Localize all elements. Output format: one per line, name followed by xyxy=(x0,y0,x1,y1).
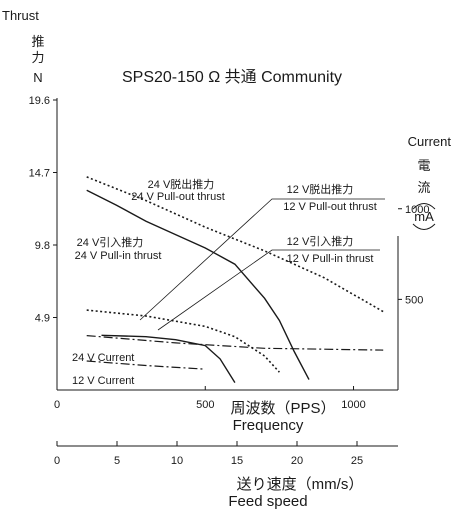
annotation-12v-pull-out-en: 12 V Pull-out thrust xyxy=(283,201,377,213)
current-axis-label-jp2: 流 xyxy=(417,180,430,195)
frequency-tick-label: 1000 xyxy=(341,399,365,411)
current-axis-label-unit: mA xyxy=(414,209,434,224)
annotation-24v-current: 24 V Current xyxy=(72,352,134,364)
current-tick-label: 1000 xyxy=(405,204,429,216)
annotation-12v-pull-out-jp: 12 V脱出推力 xyxy=(287,182,354,196)
thrust-tick-label: 14.7 xyxy=(29,168,50,180)
leader-12v-pull-out xyxy=(139,198,385,321)
feed-speed-tick-label: 15 xyxy=(231,455,243,467)
frequency-tick-label: 0 xyxy=(54,399,60,411)
current-unit-arc-bottom xyxy=(412,223,436,230)
chart-title: SPS20-150 Ω 共通 Community xyxy=(122,68,342,86)
leader-12v-pull-in xyxy=(157,249,380,331)
feed-speed-tick-label: 25 xyxy=(351,455,363,467)
series-12-v-pull-out-thrust xyxy=(86,309,280,373)
feed-speed-tick-label: 0 xyxy=(54,455,60,467)
frequency-axis-label-jp: 周波数（PPS） xyxy=(230,400,335,417)
curves xyxy=(86,176,384,383)
current-unit-arc xyxy=(412,203,436,210)
thrust-ticks: 19.6 14.7 9.8 4.9 xyxy=(29,95,57,325)
feed-speed-ticks: 0 5 10 15 20 25 xyxy=(54,441,363,467)
current-tick-label: 500 xyxy=(405,294,423,306)
current-axis-label-en: Current xyxy=(408,134,452,149)
annotation-leaders xyxy=(139,198,385,331)
annotation-12v-pull-in-en: 12 V Pull-in thrust xyxy=(287,253,374,265)
current-ticks: 1000 500 xyxy=(398,204,429,306)
feed-speed-tick-label: 5 xyxy=(114,455,120,467)
thrust-axis-label-en: Thrust xyxy=(2,8,39,23)
feed-speed-axis-label-en: Feed speed xyxy=(228,493,307,510)
series-24-v-pull-in-thrust xyxy=(86,189,310,380)
annotation-24v-pull-in-jp: 24 V引入推力 xyxy=(77,235,144,249)
series-12-v-pull-in-thrust xyxy=(101,334,236,383)
thrust-axis-label-jp1: 推 xyxy=(31,34,44,49)
annotation-12v-pull-in-jp: 12 V引入推力 xyxy=(287,234,354,248)
feed-speed-tick-label: 10 xyxy=(171,455,183,467)
feed-speed-tick-label: 20 xyxy=(291,455,303,467)
annotation-24v-pull-out-jp: 24 V脱出推力 xyxy=(148,177,215,191)
series-24-v-current xyxy=(86,335,384,351)
frequency-ticks: 0 500 1000 xyxy=(54,386,366,411)
annotation-24v-pull-in-en: 24 V Pull-in thrust xyxy=(75,250,162,262)
thrust-axis-label-unit: N xyxy=(33,70,42,85)
annotation-12v-current: 12 V Current xyxy=(72,375,134,387)
series-12-v-current xyxy=(86,360,206,370)
frequency-tick-label: 500 xyxy=(196,399,214,411)
feed-speed-axis-label-jp: 送り速度（mm/s） xyxy=(237,476,364,493)
annotation-24v-pull-out-en: 24 V Pull-out thrust xyxy=(131,191,225,203)
thrust-tick-label: 9.8 xyxy=(35,240,50,252)
thrust-tick-label: 4.9 xyxy=(35,313,50,325)
thrust-axis-label-jp2: 力 xyxy=(31,50,44,65)
thrust-tick-label: 19.6 xyxy=(29,95,50,107)
frequency-axis-label-en: Frequency xyxy=(233,417,304,434)
current-axis-label-jp1: 電 xyxy=(417,158,430,173)
